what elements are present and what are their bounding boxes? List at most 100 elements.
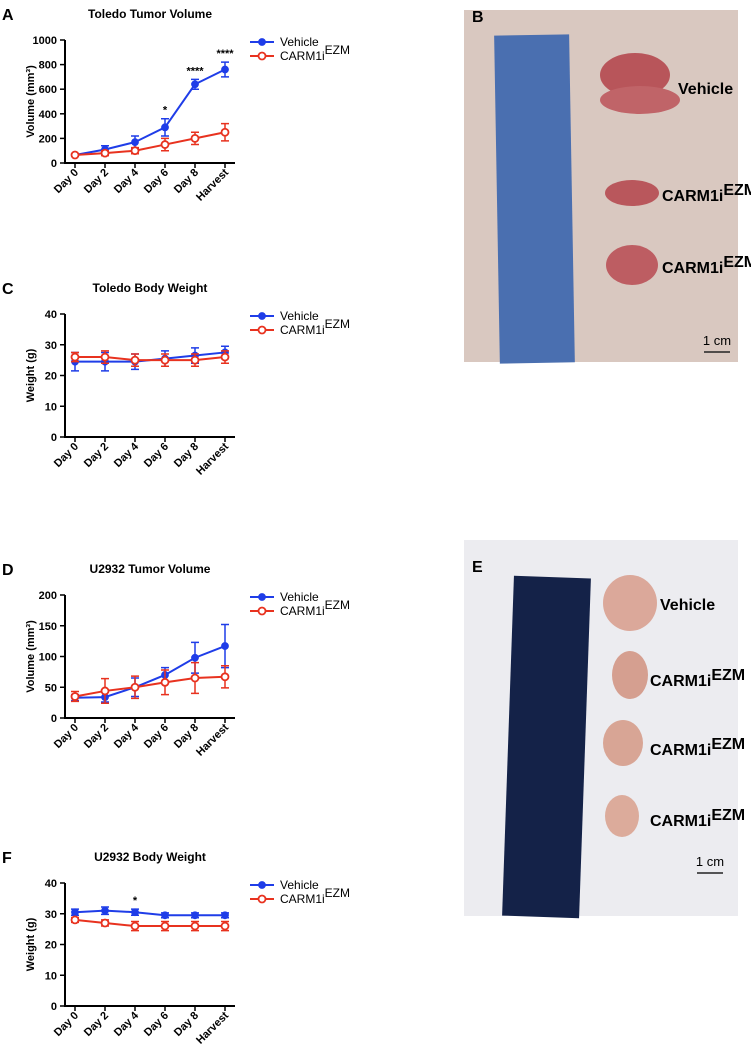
y-tick-label: 0 — [51, 432, 57, 444]
photo-b — [464, 10, 738, 364]
series-line — [74, 68, 226, 156]
photo-label: CARM1i — [662, 188, 723, 205]
data-point — [161, 911, 169, 920]
x-tick-label: Day 0 — [52, 722, 81, 751]
significance-marker: * — [133, 895, 138, 907]
data-point — [160, 677, 170, 687]
data-point — [221, 911, 229, 920]
series-line — [74, 645, 226, 699]
chart-title: Toledo Body Weight — [93, 281, 208, 295]
tumor — [612, 651, 648, 699]
significance-marker: **** — [186, 65, 204, 77]
y-tick-label: 400 — [39, 109, 57, 121]
y-tick-label: 0 — [51, 1001, 57, 1013]
legend-marker — [258, 881, 266, 889]
y-tick-label: 0 — [51, 713, 57, 725]
tumor — [605, 795, 639, 837]
panel-letter: D — [2, 562, 14, 579]
x-tick-label: Harvest — [194, 440, 231, 477]
panel-letter: F — [2, 850, 12, 867]
legend-marker — [258, 38, 266, 46]
y-tick-label: 200 — [39, 133, 57, 145]
data-point — [160, 355, 170, 365]
y-tick-label: 1000 — [33, 35, 57, 47]
panel-letter: B — [472, 9, 484, 26]
photo-label-superscript: EZM — [723, 182, 751, 199]
legend-label-superscript: EZM — [325, 598, 350, 612]
y-tick-label: 30 — [45, 909, 57, 921]
legend-label-superscript: EZM — [325, 43, 350, 57]
photo-label: CARM1i — [650, 742, 711, 759]
y-tick-label: 200 — [39, 590, 57, 602]
photo-label: Vehicle — [678, 81, 733, 98]
series-line — [74, 909, 225, 917]
legend-marker — [257, 606, 267, 616]
x-tick-label: Day 0 — [52, 167, 81, 196]
y-tick-label: 100 — [39, 652, 57, 664]
data-point — [220, 672, 230, 682]
photo-e — [464, 540, 738, 919]
legend-marker — [258, 593, 266, 601]
x-tick-label: Day 6 — [142, 1010, 171, 1039]
data-point — [221, 642, 229, 650]
data-point — [191, 80, 199, 89]
y-axis-label: Volume (mm³) — [25, 65, 37, 138]
data-point — [220, 921, 230, 931]
y-tick-label: 10 — [45, 970, 57, 982]
series-line — [74, 131, 226, 157]
data-point — [100, 148, 110, 158]
x-tick-label: Day 4 — [112, 721, 142, 751]
photo-label-superscript: EZM — [723, 254, 751, 271]
data-point — [70, 915, 80, 925]
data-point — [190, 673, 200, 683]
photo-label-superscript: EZM — [711, 807, 745, 824]
y-tick-label: 50 — [45, 682, 57, 694]
y-tick-label: 20 — [45, 940, 57, 952]
data-point — [190, 921, 200, 931]
x-tick-label: Day 0 — [52, 1010, 81, 1039]
data-point — [100, 918, 110, 928]
legend-label-superscript: EZM — [325, 317, 350, 331]
tumor — [600, 53, 670, 97]
data-point — [131, 138, 139, 146]
y-tick-label: 0 — [51, 158, 57, 170]
y-tick-label: 600 — [39, 84, 57, 96]
data-point — [220, 352, 230, 362]
chart-title: Toledo Tumor Volume — [88, 7, 212, 21]
x-tick-label: Day 0 — [52, 441, 81, 470]
legend-label: Vehicle — [280, 309, 319, 323]
scale-label: 1 cm — [696, 854, 724, 869]
legend-marker — [257, 51, 267, 61]
data-point — [160, 921, 170, 931]
y-tick-label: 30 — [45, 340, 57, 352]
x-tick-label: Day 6 — [142, 722, 171, 751]
legend-label: CARM1i — [280, 49, 325, 63]
data-point — [130, 355, 140, 365]
scale-label: 1 cm — [703, 333, 731, 348]
photo-label-superscript: EZM — [711, 667, 745, 684]
y-tick-label: 150 — [39, 621, 57, 633]
chart-title: U2932 Body Weight — [94, 850, 206, 864]
tumor — [605, 180, 659, 206]
x-tick-label: Day 4 — [112, 166, 142, 196]
data-point — [131, 908, 139, 917]
x-tick-label: Day 4 — [112, 1009, 142, 1039]
x-tick-label: Day 6 — [142, 441, 171, 470]
data-point — [101, 906, 109, 915]
x-tick-label: Harvest — [194, 1009, 231, 1046]
x-tick-label: Harvest — [194, 721, 231, 758]
panel-letter: A — [2, 7, 14, 24]
photo-label: Vehicle — [660, 597, 715, 614]
data-point — [100, 352, 110, 362]
x-tick-label: Day 2 — [82, 722, 111, 751]
data-point — [191, 653, 199, 662]
y-tick-label: 10 — [45, 401, 57, 413]
panel-letter: E — [472, 559, 483, 576]
photo-label-superscript: EZM — [711, 736, 745, 753]
significance-marker: **** — [216, 48, 234, 60]
legend-label: CARM1i — [280, 323, 325, 337]
tumor — [603, 575, 657, 631]
data-point — [100, 686, 110, 696]
legend-label: Vehicle — [280, 590, 319, 604]
data-point — [70, 352, 80, 362]
